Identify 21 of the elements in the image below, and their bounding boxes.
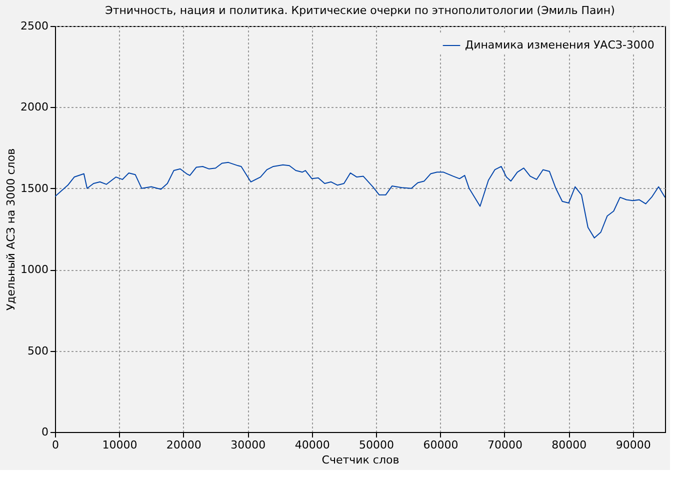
x-tick-label: 0 <box>52 438 59 452</box>
y-tick-label: 1500 <box>20 182 48 195</box>
y-tick-label: 2500 <box>20 20 48 32</box>
x-tick-label: 30000 <box>230 438 266 452</box>
chart-title: Этничность, нация и политика. Критические очерки по этнополитологии (Эмиль Паин) <box>105 4 615 17</box>
y-tick-label: 1000 <box>20 263 48 276</box>
x-tick-label: 70000 <box>487 438 522 452</box>
y-tick-label: 2000 <box>20 100 48 114</box>
x-tick-label: 10000 <box>102 438 138 452</box>
x-tick-label: 60000 <box>423 438 458 452</box>
legend-label: Динамика изменения УАСЗ-3000 <box>465 38 654 52</box>
line-series <box>55 162 665 238</box>
x-tick-label: 40000 <box>294 438 330 452</box>
x-tick-label: 80000 <box>552 438 587 452</box>
x-tick-label: 20000 <box>166 438 202 452</box>
y-axis-title: Удельный АСЗ на 3000 слов <box>4 148 18 311</box>
x-tick-label: 90000 <box>616 438 651 452</box>
x-tick-label: 50000 <box>359 438 394 452</box>
y-tick-label: 500 <box>28 344 48 358</box>
x-axis-title: Счетчик слов <box>322 454 400 466</box>
y-tick-label: 0 <box>42 426 48 438</box>
